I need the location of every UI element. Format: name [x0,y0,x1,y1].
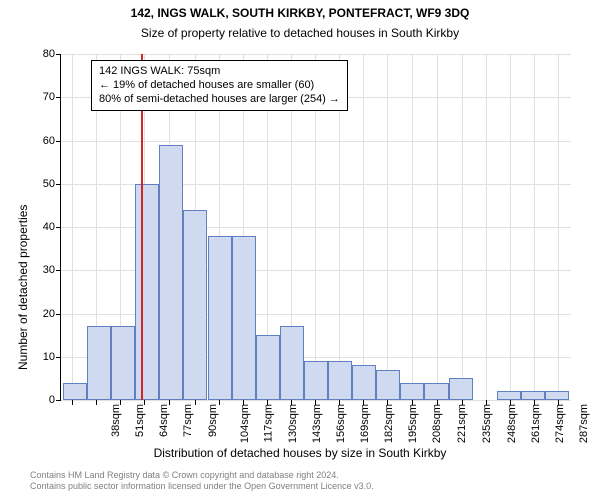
xtick-label: 169sqm [359,404,371,443]
xtick-label: 261sqm [530,404,542,443]
histogram-bar [352,365,376,400]
xtick-label: 64sqm [158,404,170,437]
histogram-bar [545,391,569,400]
y-axis-label: Number of detached properties [16,205,30,370]
histogram-bar [280,326,304,400]
ytick-label: 10 [27,351,61,363]
histogram-bar [497,391,521,400]
xtick-mark [96,400,97,405]
ytick-label: 50 [27,178,61,190]
plot-area: 0102030405060708038sqm51sqm64sqm77sqm90s… [60,54,571,401]
xtick-label: 117sqm [262,404,274,442]
grid-line-v [437,54,438,400]
xtick-label: 143sqm [311,404,323,443]
ytick-label: 70 [27,91,61,103]
xtick-mark [510,400,511,405]
grid-line-v [510,54,511,400]
histogram-bar [63,383,87,400]
ytick-label: 20 [27,308,61,320]
histogram-bar [449,378,473,400]
xtick-label: 130sqm [287,404,299,443]
footer-line-2: Contains public sector information licen… [30,481,374,492]
grid-line-v [412,54,413,400]
xtick-label: 38sqm [110,404,122,437]
xtick-mark [363,400,364,405]
grid-line-v [558,54,559,400]
grid-line-v [72,54,73,400]
annotation-line: 142 INGS WALK: 75sqm [99,65,340,79]
xtick-mark [534,400,535,405]
ytick-label: 0 [27,394,61,406]
xtick-mark [387,400,388,405]
xtick-mark [437,400,438,405]
x-axis-label: Distribution of detached houses by size … [0,446,600,460]
histogram-bar [256,335,280,400]
xtick-mark [243,400,244,405]
xtick-label: 274sqm [554,404,566,443]
ytick-label: 80 [27,48,61,60]
chart-container: { "title_super": "142, INGS WALK, SOUTH … [0,0,600,500]
xtick-label: 221sqm [456,404,468,443]
xtick-label: 77sqm [182,404,194,437]
xtick-label: 51sqm [134,404,146,437]
xtick-label: 182sqm [383,404,395,443]
xtick-mark [195,400,196,405]
xtick-mark [120,400,121,405]
xtick-mark [412,400,413,405]
xtick-mark [339,400,340,405]
xtick-mark [315,400,316,405]
histogram-bar [183,210,207,400]
chart-super-title: 142, INGS WALK, SOUTH KIRKBY, PONTEFRACT… [0,6,600,20]
xtick-mark [169,400,170,405]
xtick-label: 104sqm [239,404,251,443]
histogram-bar [304,361,328,400]
histogram-bar [424,383,448,400]
histogram-bar [208,236,232,400]
annotation-line: ← 19% of detached houses are smaller (60… [99,79,340,93]
histogram-bar [159,145,183,400]
histogram-bar [135,184,159,400]
xtick-mark [291,400,292,405]
xtick-mark [72,400,73,405]
xtick-label: 208sqm [432,404,444,443]
histogram-bar [521,391,545,400]
chart-main-title: Size of property relative to detached ho… [0,26,600,40]
histogram-bar [111,326,135,400]
footer-text: Contains HM Land Registry data © Crown c… [30,470,374,493]
xtick-label: 90sqm [207,404,219,437]
xtick-label: 195sqm [407,404,419,443]
grid-line-v [534,54,535,400]
xtick-label: 287sqm [578,404,590,443]
grid-line-v [363,54,364,400]
xtick-mark [219,400,220,405]
histogram-bar [328,361,352,400]
xtick-mark [462,400,463,405]
annotation-line: 80% of semi-detached houses are larger (… [99,93,340,107]
grid-line-v [387,54,388,400]
xtick-label: 156sqm [335,404,347,443]
histogram-bar [400,383,424,400]
xtick-label: 235sqm [482,404,494,443]
xtick-mark [558,400,559,405]
histogram-bar [87,326,111,400]
annotation-box: 142 INGS WALK: 75sqm← 19% of detached ho… [91,60,348,111]
xtick-label: 248sqm [506,404,518,443]
histogram-bar [376,370,400,400]
histogram-bar [232,236,256,400]
xtick-mark [144,400,145,405]
footer-line-1: Contains HM Land Registry data © Crown c… [30,470,374,481]
grid-line-v [462,54,463,400]
xtick-mark [267,400,268,405]
ytick-label: 60 [27,135,61,147]
grid-line-v [486,54,487,400]
xtick-mark [486,400,487,405]
ytick-label: 30 [27,264,61,276]
ytick-label: 40 [27,221,61,233]
